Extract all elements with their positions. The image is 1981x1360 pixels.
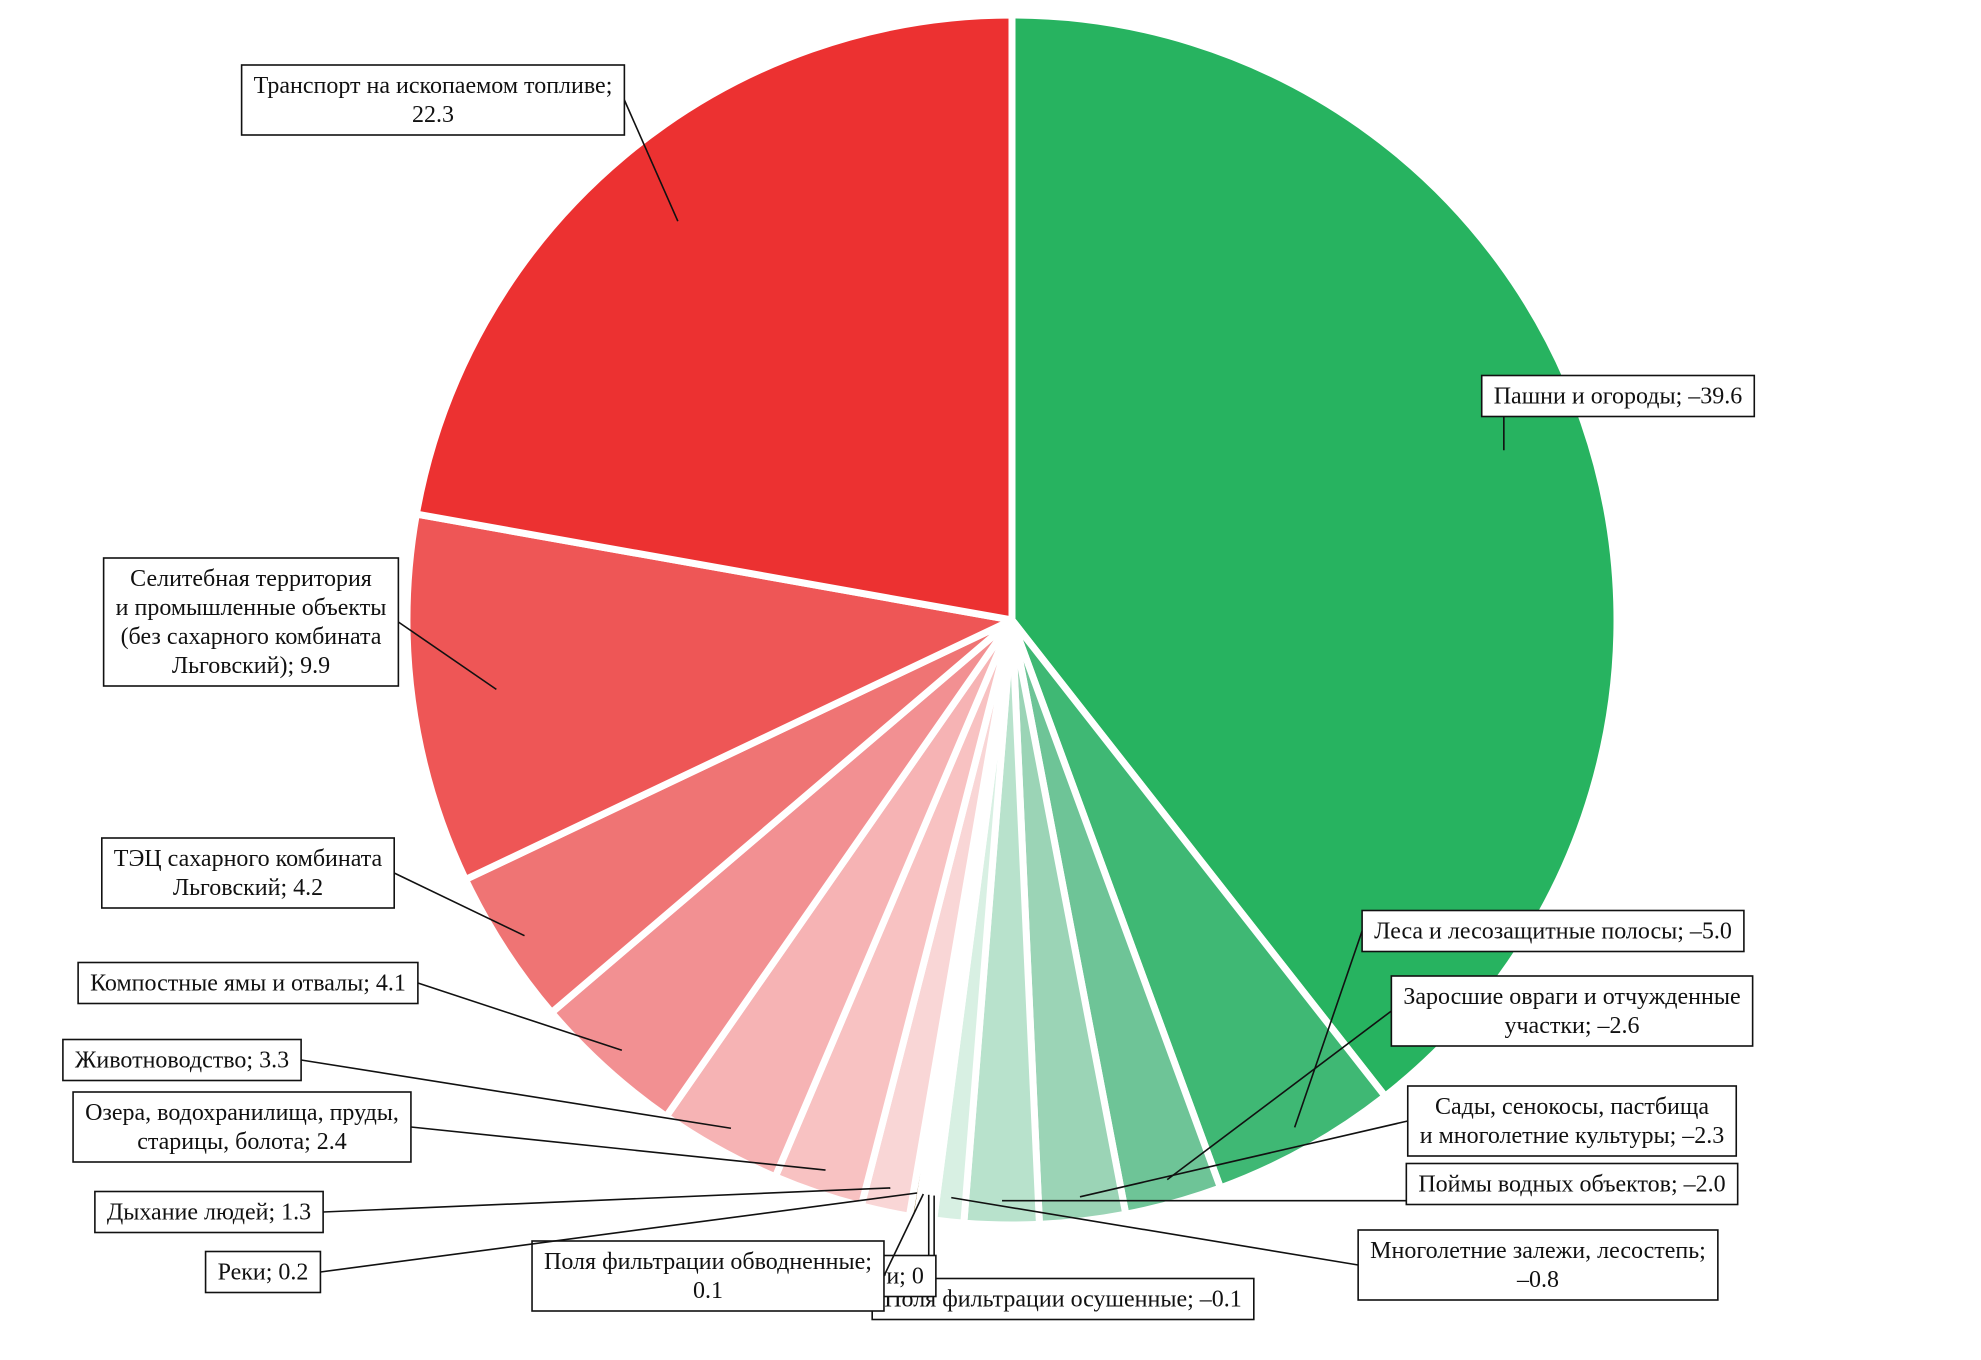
leader-line — [1293, 930, 1363, 1128]
slice-label-line: Поймы водных объектов; –2.0 — [1418, 1172, 1725, 1198]
callout: Озера, водохранилища, пруды, старицы, бол… — [72, 1091, 826, 1171]
callout: Сады, сенокосы, пастбища и многолетние ку… — [1079, 1085, 1738, 1198]
leader-line — [417, 982, 623, 1052]
leader-line — [883, 1193, 925, 1277]
slice-label-line: 0.1 — [693, 1278, 723, 1304]
callout: Поймы водных объектов; –2.0 — [1002, 1162, 1739, 1206]
slice-label-line: и промышленные объекты — [116, 595, 387, 621]
slice-labels: Пашни и огороды; –39.6 Леса и лесозащитны… — [62, 64, 1756, 1321]
leader-line — [1079, 1120, 1408, 1198]
slice-label-line: Сады, сенокосы, пастбища — [1435, 1094, 1709, 1120]
callout: Реки; 0.2 — [204, 1192, 918, 1294]
callout: ТЭЦ сахарного комбината Льговский; 4.2 — [100, 837, 525, 937]
slice-label-line: Компостные ямы и отвалы; 4.1 — [90, 971, 406, 997]
leader-line — [410, 1126, 826, 1171]
slice-label-line: Озера, водохранилища, пруды, — [85, 1100, 399, 1126]
label-box — [204, 1250, 322, 1294]
slice-label-line: (без сахарного комбината — [121, 624, 382, 650]
slice-label-line: Льговский); 9.9 — [172, 653, 330, 679]
label-box — [1390, 975, 1754, 1047]
slice-label-line: 22.3 — [412, 102, 454, 128]
callout: Компостные ямы и отвалы; 4.1 — [77, 961, 623, 1052]
slice-label-line: старицы, болота; 2.4 — [137, 1129, 347, 1155]
leader-line — [300, 1059, 732, 1130]
callout: Заросшие овраги и отчужденные участки; –2… — [1166, 975, 1754, 1181]
label-box — [100, 837, 396, 909]
label-box — [531, 1240, 885, 1312]
leader-line — [1166, 1010, 1392, 1181]
slice-label-line: ТЭЦ сахарного комбината — [114, 846, 383, 872]
callout: Поля фильтрации обводненные; 0.1 — [531, 1193, 925, 1312]
slice-селитебная-территория-и-промышленные-объекты-без-сахарного-комбината-льговский-9-9 — [403, 510, 1016, 884]
slice-транспорт-на-ископаемом-топливе-22-3 — [412, 11, 1016, 624]
label-box — [72, 1091, 412, 1163]
slice-label-line: Заросшие овраги и отчужденные — [1403, 984, 1740, 1010]
label-box — [1406, 1085, 1738, 1157]
slice-label-line: Селитебная территория — [130, 566, 372, 592]
slice-label-line: Реки; 0.2 — [218, 1260, 309, 1286]
slice-label-line: участки; –2.6 — [1504, 1013, 1639, 1039]
slice-label-line: Пашни и огороды; –39.6 — [1494, 384, 1743, 410]
leader-line — [323, 1187, 891, 1213]
leader-line — [397, 621, 497, 691]
label-box — [62, 1038, 302, 1082]
leader-line — [393, 872, 525, 937]
callout: Леса и лесозащитные полосы; –5.0 — [1293, 909, 1745, 1128]
label-box — [102, 557, 400, 687]
slice-label-line: Животноводство; 3.3 — [75, 1048, 289, 1074]
callout: Селитебная территория и промышленные объе… — [102, 557, 497, 691]
label-box — [1405, 1162, 1739, 1206]
callout: Животноводство; 3.3 — [62, 1038, 732, 1130]
callout: Транспорт на ископаемом топливе; 22.3 — [240, 64, 679, 222]
label-box — [1480, 374, 1756, 418]
callout: Пашни и огороды; –39.6 — [1480, 374, 1756, 451]
slice-label-line: Поля фильтрации обводненные; — [544, 1249, 872, 1275]
slice-леса-и-лесозащитные-полосы-5-0 — [1008, 616, 1389, 1192]
label-box — [240, 64, 626, 136]
slice-label-line: –0.8 — [1516, 1267, 1559, 1293]
slice-label-line: и многолетние культуры; –2.3 — [1420, 1123, 1725, 1149]
leader-line — [320, 1192, 918, 1273]
slice-label-line: Льговский; 4.2 — [173, 875, 323, 901]
leader-line — [951, 1196, 1359, 1266]
label-box — [1361, 909, 1745, 953]
label-box — [1357, 1229, 1719, 1301]
slice-label-line: Поля фильтрации осушенные; –0.1 — [884, 1287, 1242, 1313]
callout: Многолетние залежи, лесостепь; –0.8 — [951, 1196, 1719, 1301]
slice-label-line: Многолетние залежи, лесостепь; — [1370, 1238, 1706, 1264]
leader-line — [623, 99, 679, 222]
callout: Дыхание людей; 1.3 — [94, 1187, 891, 1234]
label-box — [94, 1190, 324, 1234]
slice-label-line: Дыхание людей; 1.3 — [107, 1200, 311, 1226]
slice-label-line: Транспорт на ископаемом топливе; — [254, 73, 613, 99]
label-box — [77, 961, 419, 1005]
slice-label-line: Леса и лесозащитные полосы; –5.0 — [1374, 919, 1732, 945]
